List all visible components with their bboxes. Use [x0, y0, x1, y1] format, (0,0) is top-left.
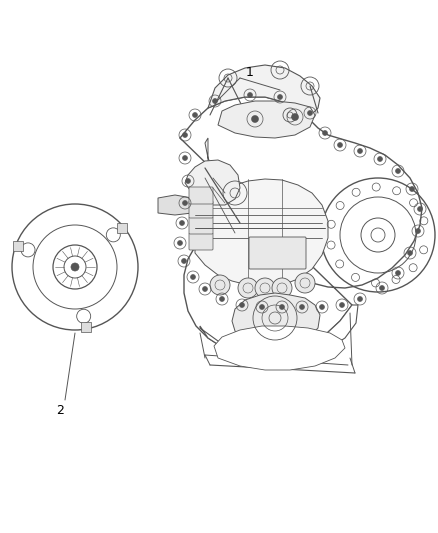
Polygon shape	[158, 195, 192, 215]
FancyBboxPatch shape	[189, 217, 213, 234]
Circle shape	[240, 303, 244, 308]
Circle shape	[295, 273, 315, 293]
Text: 2: 2	[56, 403, 64, 416]
Circle shape	[247, 93, 252, 98]
Circle shape	[238, 278, 258, 298]
Circle shape	[322, 131, 328, 135]
Circle shape	[378, 157, 382, 161]
Circle shape	[255, 278, 275, 298]
Circle shape	[319, 304, 325, 310]
Circle shape	[339, 303, 345, 308]
Circle shape	[212, 99, 218, 103]
Circle shape	[186, 179, 191, 183]
Circle shape	[279, 304, 285, 310]
Circle shape	[251, 116, 258, 123]
Circle shape	[183, 200, 187, 206]
Polygon shape	[117, 223, 127, 233]
Polygon shape	[218, 101, 315, 138]
Circle shape	[183, 133, 187, 138]
Polygon shape	[13, 241, 23, 251]
Circle shape	[202, 287, 208, 292]
Polygon shape	[214, 326, 345, 370]
Circle shape	[396, 168, 400, 174]
Text: 1: 1	[246, 67, 254, 79]
Circle shape	[417, 206, 423, 212]
Circle shape	[210, 275, 230, 295]
Polygon shape	[208, 65, 320, 118]
Polygon shape	[195, 179, 328, 287]
Circle shape	[272, 278, 292, 298]
Circle shape	[292, 114, 299, 120]
Circle shape	[180, 221, 184, 225]
Circle shape	[300, 304, 304, 310]
FancyBboxPatch shape	[189, 233, 213, 250]
Circle shape	[307, 110, 312, 116]
Circle shape	[71, 263, 79, 271]
Circle shape	[191, 274, 195, 279]
Circle shape	[410, 187, 414, 191]
Circle shape	[338, 142, 343, 148]
Circle shape	[192, 112, 198, 117]
Polygon shape	[81, 322, 91, 332]
Circle shape	[416, 229, 420, 233]
Circle shape	[181, 259, 187, 263]
Circle shape	[379, 286, 385, 290]
Polygon shape	[200, 305, 358, 357]
Polygon shape	[205, 138, 252, 228]
Circle shape	[219, 296, 225, 302]
FancyBboxPatch shape	[249, 237, 306, 269]
FancyBboxPatch shape	[189, 187, 213, 204]
Circle shape	[183, 156, 187, 160]
FancyBboxPatch shape	[189, 201, 213, 218]
Polygon shape	[232, 293, 320, 345]
Circle shape	[357, 149, 363, 154]
Circle shape	[396, 271, 400, 276]
Circle shape	[407, 251, 413, 255]
Polygon shape	[180, 97, 422, 355]
Circle shape	[278, 94, 283, 100]
Circle shape	[177, 240, 183, 246]
Circle shape	[357, 296, 363, 302]
Circle shape	[259, 304, 265, 310]
Polygon shape	[185, 160, 240, 205]
